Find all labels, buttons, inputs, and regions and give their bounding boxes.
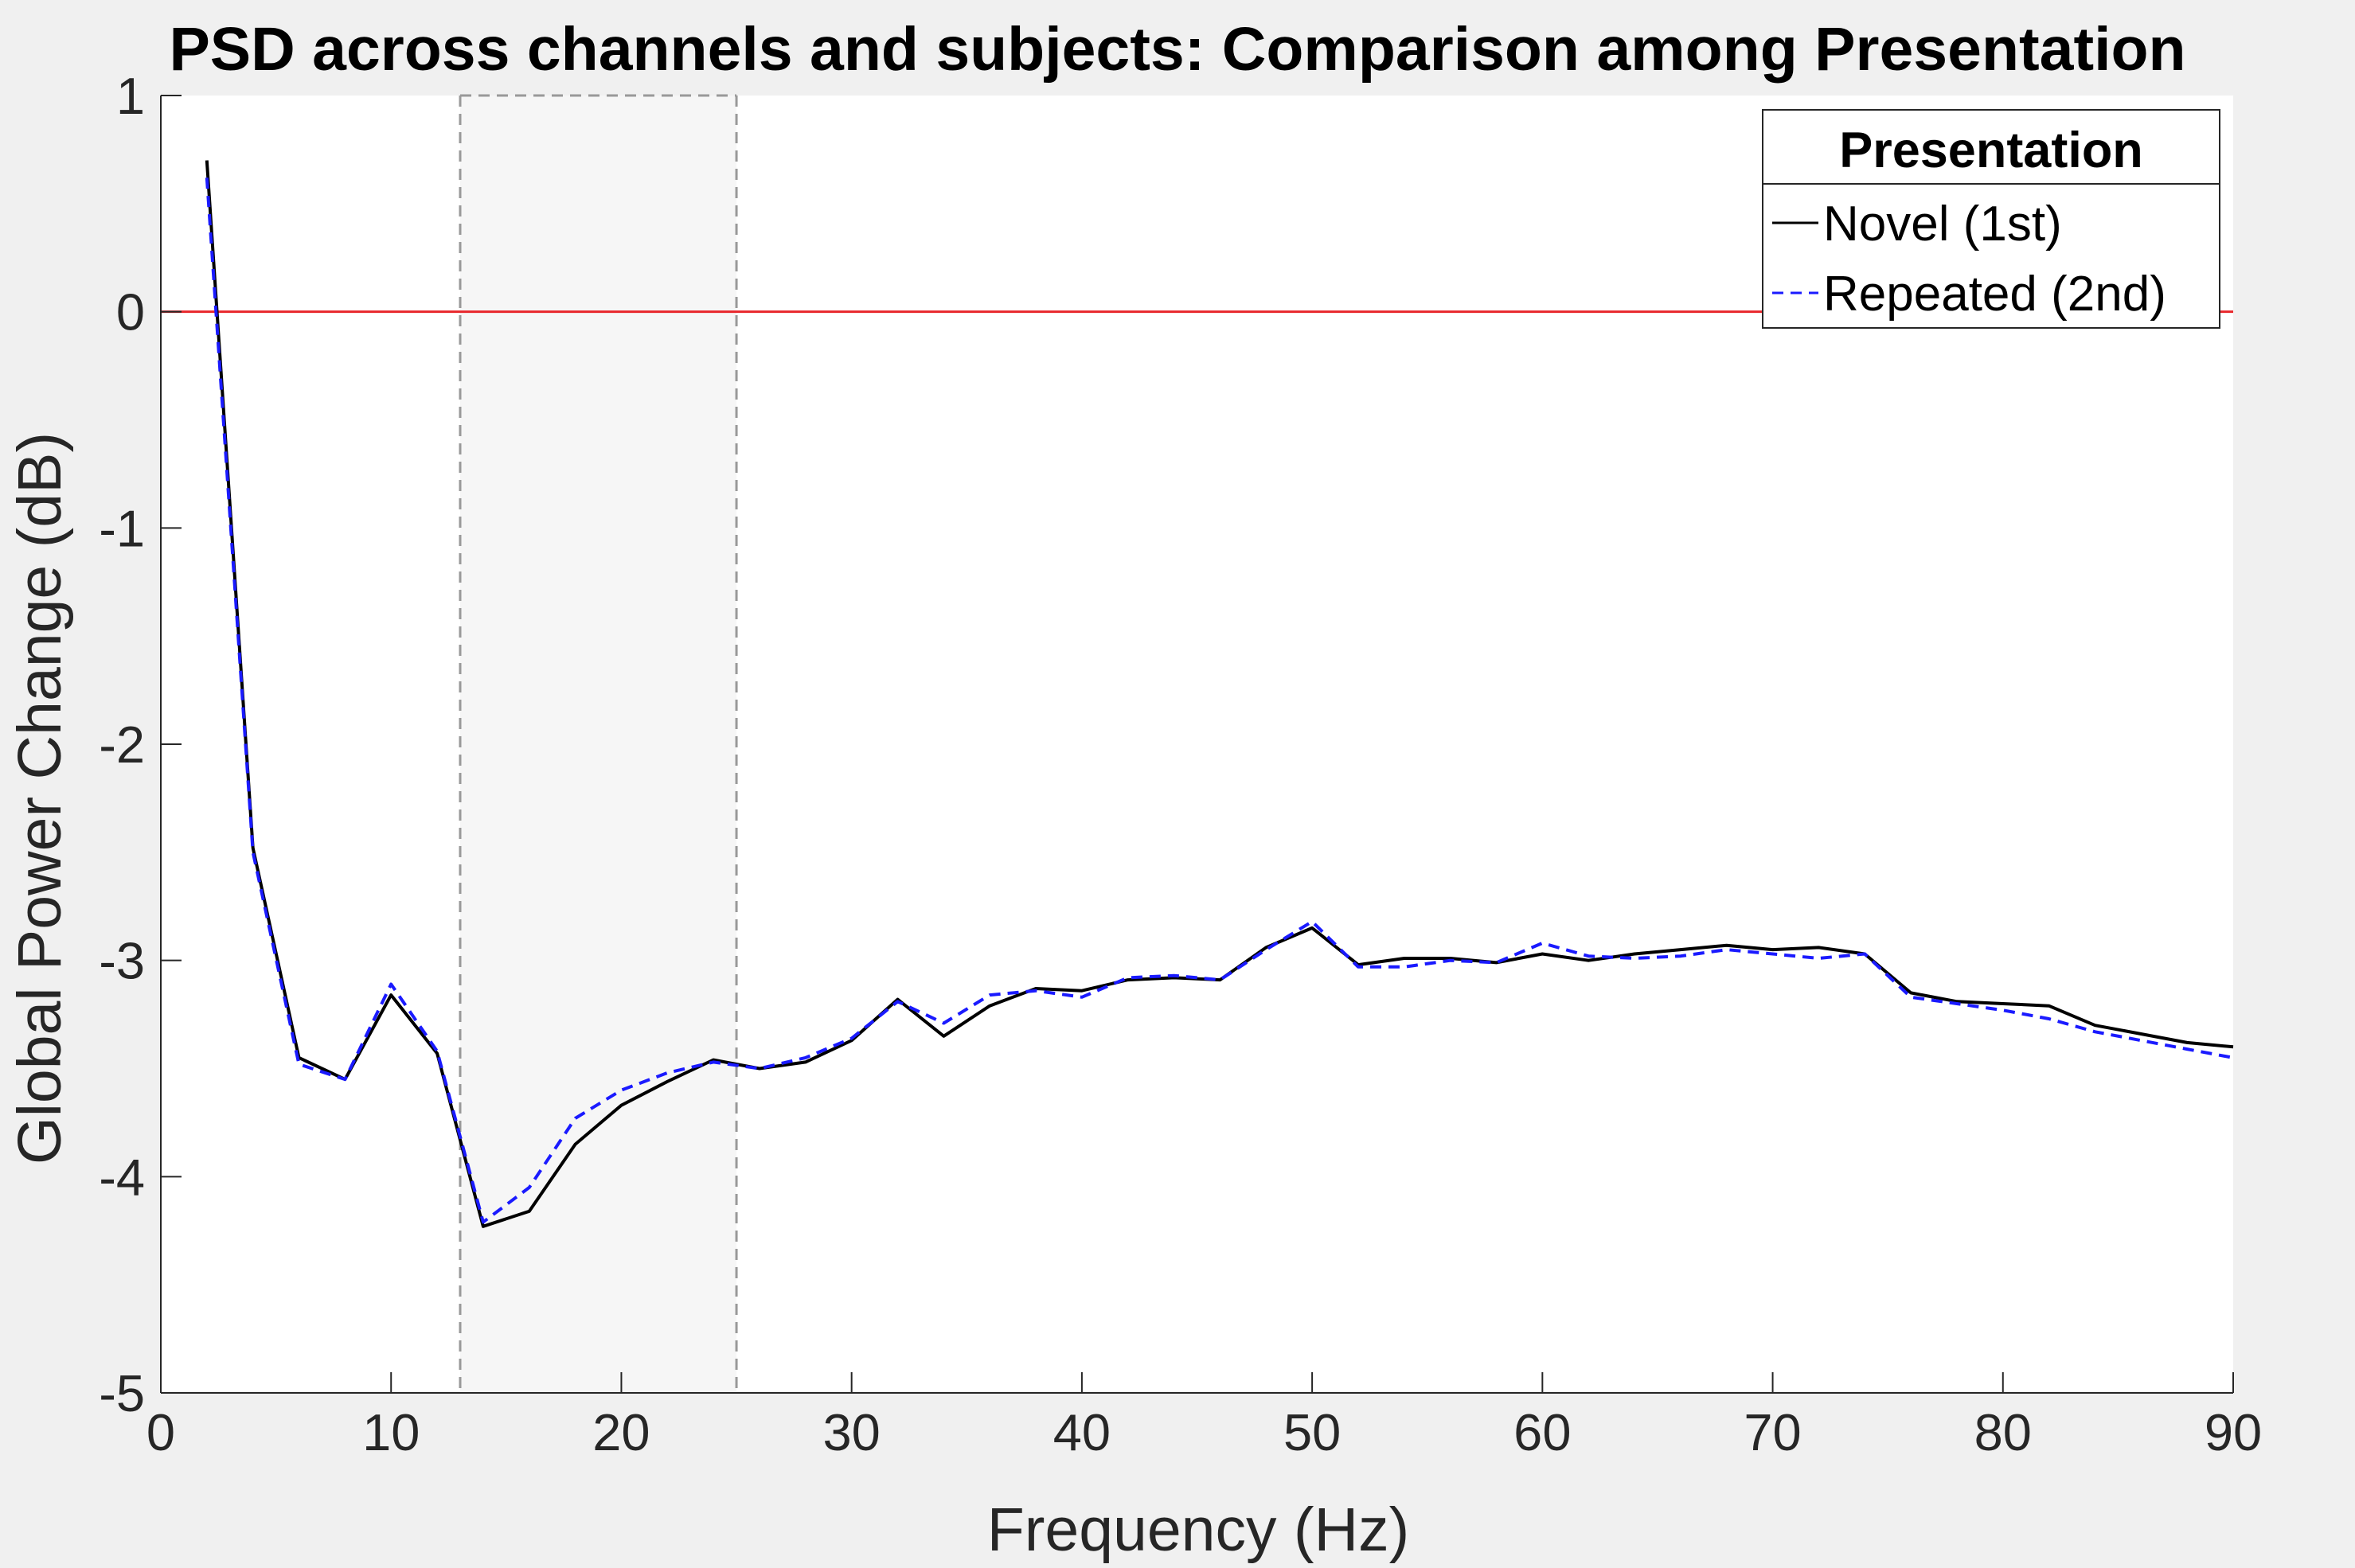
x-tick-label: 0 (146, 1403, 175, 1461)
legend: Presentation Novel (1st) Repeated (2nd) (1762, 109, 2220, 329)
x-axis-label: Frequency (Hz) (987, 1496, 1410, 1564)
legend-label-novel: Novel (1st) (1823, 197, 2062, 252)
series-lines (205, 160, 2234, 1228)
y-tick-label: -5 (99, 1364, 145, 1422)
x-tick-label: 50 (1283, 1403, 1341, 1461)
series-line-novel (205, 160, 2234, 1228)
legend-box (1762, 109, 2220, 329)
x-tick-label: 70 (1744, 1403, 1801, 1461)
y-tick-label: 1 (116, 67, 145, 125)
x-tick-label: 20 (592, 1403, 650, 1461)
band-fill (459, 96, 737, 1393)
y-tick-label: -3 (99, 932, 145, 990)
chart-title: PSD across channels and subjects: Compar… (169, 15, 2185, 84)
legend-label-repeated: Repeated (2nd) (1823, 267, 2166, 322)
x-tick-label: 60 (1513, 1403, 1571, 1461)
y-tick-label: -4 (99, 1148, 145, 1206)
x-tick-label: 90 (2205, 1403, 2262, 1461)
y-axis-ticks: -5 -4 -3 -2 -1 0 1 (99, 67, 182, 1422)
x-axis-ticks: 0 10 20 30 40 50 60 70 80 90 (146, 1372, 2262, 1461)
y-tick-label: -2 (99, 716, 145, 774)
y-tick-label: 0 (116, 283, 145, 341)
y-tick-label: -1 (99, 499, 145, 557)
x-tick-label: 40 (1053, 1403, 1111, 1461)
x-tick-label: 10 (362, 1403, 420, 1461)
x-tick-label: 80 (1974, 1403, 2032, 1461)
legend-title: Presentation (1839, 123, 2143, 178)
frequency-band-shading (459, 94, 738, 1393)
y-axis-label: Global Power Change (dB) (6, 432, 74, 1164)
x-tick-label: 30 (823, 1403, 881, 1461)
